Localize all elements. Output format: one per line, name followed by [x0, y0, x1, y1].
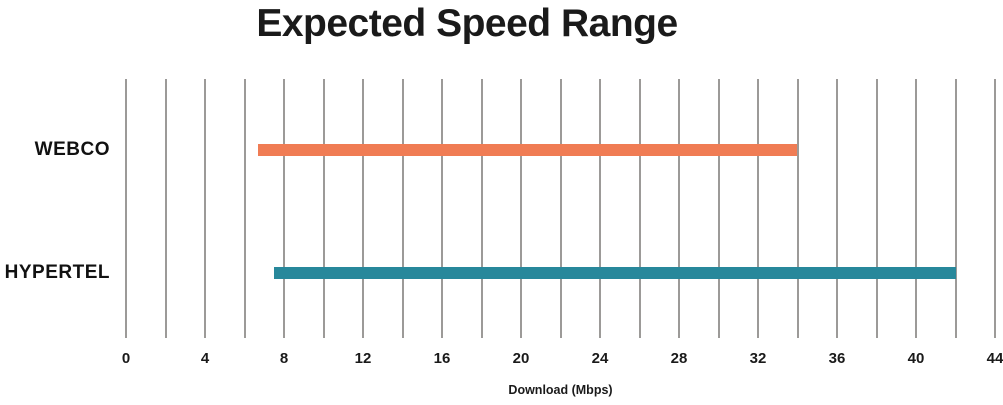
gridline-42 — [954, 79, 957, 338]
x-tick-label-4: 4 — [200, 350, 210, 367]
gridline-2 — [164, 79, 167, 338]
x-tick-label-36: 36 — [828, 350, 846, 367]
x-tick-label-8: 8 — [279, 350, 289, 367]
x-tick-label-44: 44 — [986, 350, 1003, 367]
range-bar-hypertel — [274, 267, 956, 279]
gridline-8 — [283, 79, 285, 338]
gridline-6 — [243, 79, 246, 338]
chart-title: Expected Speed Range — [256, 2, 678, 45]
x-tick-label-32: 32 — [749, 350, 767, 367]
gridline-16 — [441, 79, 443, 338]
gridline-4 — [204, 79, 206, 338]
gridline-0 — [125, 79, 127, 338]
gridline-40 — [915, 79, 917, 338]
x-tick-label-40: 40 — [907, 350, 925, 367]
gridline-26 — [638, 79, 641, 338]
category-label-webco: WEBCO — [34, 138, 110, 160]
gridline-12 — [362, 79, 364, 338]
x-tick-label-28: 28 — [670, 350, 688, 367]
x-tick-label-16: 16 — [433, 350, 451, 367]
x-tick-label-24: 24 — [591, 350, 609, 367]
gridline-38 — [875, 79, 878, 338]
gridline-22 — [559, 79, 562, 338]
gridline-14 — [401, 79, 404, 338]
gridline-36 — [836, 79, 838, 338]
x-tick-label-0: 0 — [121, 350, 131, 367]
gridline-20 — [520, 79, 522, 338]
gridline-30 — [717, 79, 720, 338]
gridline-44 — [994, 79, 996, 338]
x-axis-label: Download (Mbps) — [508, 383, 613, 397]
category-label-hypertel: HYPERTEL — [4, 262, 110, 283]
gridline-28 — [678, 79, 680, 338]
gridline-24 — [599, 79, 601, 338]
x-tick-label-12: 12 — [354, 350, 372, 367]
gridline-10 — [322, 79, 325, 338]
x-tick-label-20: 20 — [512, 350, 530, 367]
gridline-32 — [757, 79, 759, 338]
plot-area: 0 4 8 12 16 20 24 28 32 36 40 44 — [122, 79, 1003, 367]
range-bar-webco — [258, 143, 798, 156]
gridline-34 — [796, 79, 799, 338]
gridline-18 — [480, 79, 483, 338]
